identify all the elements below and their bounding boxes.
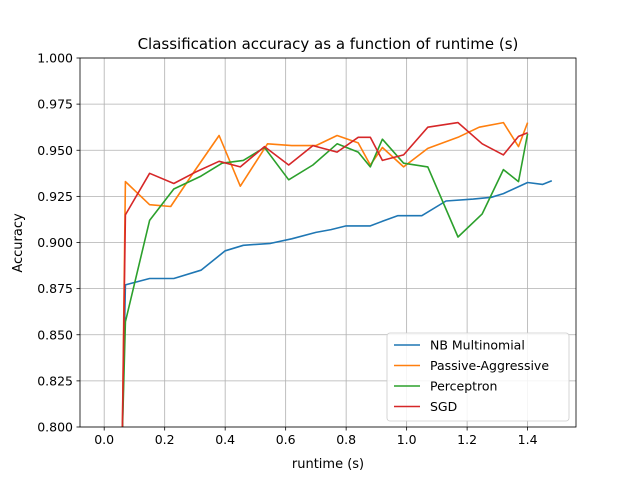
y-tick-label: 0.925 (37, 189, 73, 204)
y-axis-label: Accuracy (11, 213, 26, 273)
series-line-passive-aggressive (121, 121, 529, 427)
y-tick-label: 0.825 (37, 373, 73, 388)
x-tick-label: 0.2 (155, 432, 175, 447)
y-tick-label: 0.875 (37, 281, 73, 296)
x-axis: 0.0 0.2 0.4 0.6 0.8 1.0 1.2 1.4 (94, 427, 538, 447)
x-tick-label: 0.8 (336, 432, 356, 447)
y-tick-label: 0.975 (37, 97, 73, 112)
y-tick-label: 0.950 (37, 143, 73, 158)
y-tick-label: 0.900 (37, 235, 73, 250)
x-tick-label: 0.4 (215, 432, 235, 447)
x-tick-label: 1.2 (457, 432, 477, 447)
series-line-nb-multinomial (121, 179, 553, 427)
y-tick-label: 1.000 (37, 51, 73, 66)
y-tick-label: 0.850 (37, 327, 73, 342)
plot-area (121, 121, 553, 427)
legend-label: Perceptron (430, 379, 497, 394)
x-axis-label: runtime (s) (292, 457, 364, 472)
x-tick-label: 1.4 (518, 432, 538, 447)
legend-label: Passive-Aggressive (430, 358, 549, 373)
y-tick-label: 0.800 (37, 420, 73, 435)
legend-label: SGD (430, 399, 457, 414)
legend-label: NB Multinomial (430, 338, 525, 353)
series-line-sgd (121, 121, 528, 427)
legend: NB Multinomial Passive-Aggressive Perceptr… (386, 332, 570, 422)
chart-title: Classification accuracy as a function of… (138, 35, 519, 53)
x-tick-label: 0.6 (276, 432, 296, 447)
legend-box (386, 332, 570, 422)
y-axis: 0.800 0.825 0.850 0.875 0.900 0.925 0.950 0.975… (37, 51, 80, 435)
series-line-perceptron (121, 133, 529, 427)
x-tick-label: 1.0 (397, 432, 417, 447)
x-tick-label: 0.0 (94, 432, 114, 447)
